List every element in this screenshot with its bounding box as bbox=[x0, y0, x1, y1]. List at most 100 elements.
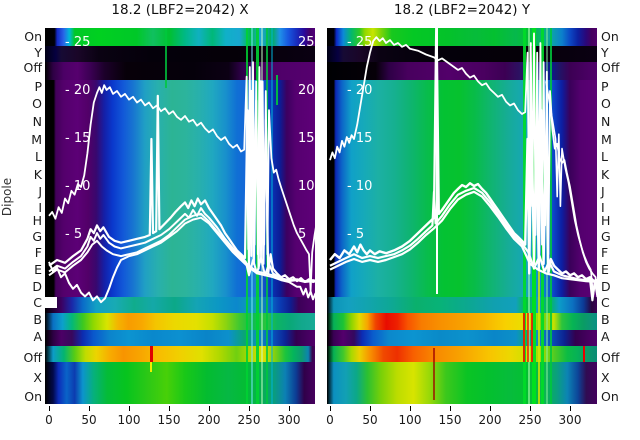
row-label-left: F bbox=[34, 245, 42, 260]
row-label-left: Off bbox=[23, 350, 42, 365]
line-overlay bbox=[329, 28, 597, 302]
heatmap-stripe bbox=[150, 346, 153, 362]
row-label-left: H bbox=[32, 213, 42, 228]
x-tick-label: 200 bbox=[197, 413, 221, 427]
x-tick bbox=[248, 406, 250, 411]
overlay-tick-label: - 15 bbox=[347, 131, 373, 146]
row-label-right: B bbox=[601, 312, 610, 327]
heatmap-stripe bbox=[276, 75, 278, 105]
panel-y-title: 18.2 (LBF2=2042) Y bbox=[393, 2, 531, 18]
x-tick-label: 300 bbox=[277, 413, 301, 427]
heatmap-stripe bbox=[550, 28, 552, 404]
row-label-left: D bbox=[32, 279, 42, 294]
row-label-right: I bbox=[601, 200, 605, 215]
row-label-right: X bbox=[601, 370, 610, 385]
heatmap-stripe bbox=[531, 313, 533, 362]
series-bundle-4 bbox=[48, 216, 315, 304]
x-tick bbox=[88, 406, 90, 411]
series-bundle-2 bbox=[48, 207, 315, 283]
row-label-left: G bbox=[32, 229, 42, 244]
heatmap-band bbox=[45, 362, 315, 404]
x-tick bbox=[329, 406, 331, 411]
overlay-tick-label: 20 bbox=[298, 83, 315, 98]
heatmap-band bbox=[327, 362, 597, 404]
row-label-right: P bbox=[601, 79, 609, 94]
series-bundle-3 bbox=[329, 190, 597, 283]
x-tick bbox=[569, 406, 571, 411]
x-tick-label: 100 bbox=[117, 413, 141, 427]
heatmap-panel-x: - 25 25 - 20 20 - 15 15 - 10 10 - 5 5 bbox=[45, 28, 315, 404]
row-label-left: C bbox=[33, 295, 42, 310]
heatmap-stripe bbox=[165, 28, 167, 88]
x-tick bbox=[529, 406, 531, 411]
panel-x-title: 18.2 (LBF2=2042) X bbox=[111, 2, 249, 18]
overlay-tick-label: - 25 bbox=[65, 35, 91, 50]
row-label-right: On bbox=[601, 389, 619, 404]
overlay-tick-label: - 5 bbox=[65, 227, 83, 242]
overlay-tick-label: - 5 bbox=[347, 227, 365, 242]
heatmap-stripe bbox=[150, 362, 152, 372]
heatmap-panel-y: - 25 - 20 - 15 - 10 - 5 bbox=[327, 28, 597, 404]
x-tick bbox=[369, 406, 371, 411]
row-label-right: A bbox=[601, 329, 610, 344]
heatmap-stripe bbox=[523, 313, 525, 362]
row-label-left: Off bbox=[23, 60, 42, 75]
row-label-left: X bbox=[33, 370, 42, 385]
row-label-left: On bbox=[24, 389, 42, 404]
row-label-right: D bbox=[601, 279, 611, 294]
x-tick-label: 100 bbox=[398, 413, 422, 427]
series-bundle-2 bbox=[329, 186, 597, 302]
row-label-left: O bbox=[32, 96, 42, 111]
overlay-tick-label: - 25 bbox=[347, 35, 373, 50]
x-tick-label: 50 bbox=[81, 413, 97, 427]
overlay-tick-label: 5 bbox=[298, 227, 307, 242]
series-bundle-3 bbox=[48, 212, 315, 283]
overlay-tick-label: 15 bbox=[298, 131, 315, 146]
overlay-tick-label: - 20 bbox=[65, 83, 91, 98]
x-tick-label: 50 bbox=[362, 413, 378, 427]
heatmap-stripe bbox=[45, 297, 57, 308]
x-tick-label: 150 bbox=[438, 413, 462, 427]
row-label-left: I bbox=[38, 200, 42, 215]
x-tick-label: 250 bbox=[518, 413, 542, 427]
series-upper-secondary bbox=[545, 81, 597, 297]
x-tick-label: 150 bbox=[157, 413, 181, 427]
row-label-right: G bbox=[601, 229, 611, 244]
row-label-left: N bbox=[32, 114, 42, 129]
series-bundle-1 bbox=[329, 28, 597, 283]
row-label-left: E bbox=[34, 262, 42, 277]
row-label-right: C bbox=[601, 295, 610, 310]
overlay-tick-label: - 15 bbox=[65, 131, 91, 146]
x-tick bbox=[409, 406, 411, 411]
x-tick-label: 250 bbox=[237, 413, 261, 427]
row-label-left: B bbox=[33, 312, 42, 327]
x-tick-label: 0 bbox=[326, 413, 334, 427]
row-label-right: L bbox=[601, 149, 608, 164]
row-label-right: E bbox=[601, 262, 609, 277]
row-label-left: J bbox=[38, 184, 42, 199]
heatmap-stripe bbox=[523, 28, 526, 404]
overlay-tick-label: - 10 bbox=[347, 179, 373, 194]
row-label-right: Off bbox=[601, 350, 620, 365]
overlay-tick-label: 25 bbox=[298, 35, 315, 50]
row-label-right: On bbox=[601, 29, 619, 44]
row-label-right: F bbox=[601, 245, 609, 260]
row-label-left: Y bbox=[34, 45, 42, 60]
x-tick bbox=[128, 406, 130, 411]
row-label-left: P bbox=[34, 79, 42, 94]
row-label-left: On bbox=[24, 29, 42, 44]
overlay-tick-label: - 20 bbox=[347, 83, 373, 98]
heatmap-stripe bbox=[271, 28, 273, 404]
overlay-tick-label: 10 bbox=[298, 179, 315, 194]
row-label-right: M bbox=[601, 132, 612, 147]
line-overlay bbox=[48, 61, 315, 304]
row-label-right: Y bbox=[601, 45, 609, 60]
heatmap-stripe bbox=[527, 313, 529, 362]
x-tick bbox=[208, 406, 210, 411]
row-label-right: N bbox=[601, 114, 611, 129]
x-tick-label: 200 bbox=[478, 413, 502, 427]
row-label-left: A bbox=[33, 329, 42, 344]
x-tick-label: 0 bbox=[45, 413, 53, 427]
x-tick bbox=[48, 406, 50, 411]
